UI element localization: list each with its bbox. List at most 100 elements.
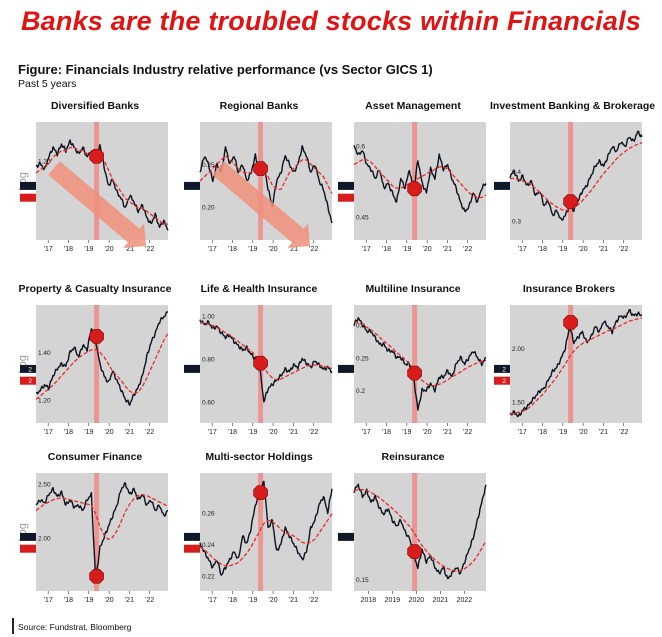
x-tick-label: '20 xyxy=(105,597,114,604)
highlight-band xyxy=(94,122,100,240)
highlight-band xyxy=(412,305,418,423)
chart-panel-diversified-banks: Diversified Banks 1.20 Log '17'18'19'20'21… xyxy=(16,100,174,280)
y-tick-label: 2.00 xyxy=(512,346,525,353)
value-tag xyxy=(20,544,36,553)
x-tick-label: '19 xyxy=(248,246,257,253)
x-tick-label: '18 xyxy=(64,246,73,253)
figure-title: Figure: Financials Industry relative per… xyxy=(18,62,433,77)
value-tag-text: 2 xyxy=(502,378,506,385)
x-tick-label: '17 xyxy=(362,429,371,436)
y-tick-label: 0.45 xyxy=(356,214,369,221)
x-tick-label: '20 xyxy=(269,429,278,436)
x-tick-label: '21 xyxy=(125,246,134,253)
y-tick-label: 0.3 xyxy=(512,218,521,225)
x-tick-label: '18 xyxy=(538,429,547,436)
panel-title: Asset Management xyxy=(365,100,461,112)
series-line xyxy=(509,309,643,418)
chart-panel-insurance-brokers: Insurance Brokers 2.00 1.50 2 2 '17 '18 '19 '20… xyxy=(490,283,648,463)
x-tick-label: '17 xyxy=(208,246,217,253)
highlight-band xyxy=(568,122,574,240)
moving-average-line xyxy=(199,513,333,567)
x-tick-label: '19 xyxy=(402,246,411,253)
value-tag xyxy=(20,193,36,202)
event-marker xyxy=(563,194,578,209)
y-tick-label: 1.00 xyxy=(202,314,215,321)
x-tick-label: '19 xyxy=(248,429,257,436)
x-tick-label: '20 xyxy=(579,246,588,253)
chart-panel-reinsurance: Reinsurance 0.15 2018 2019 2020 2021 2022 xyxy=(334,451,492,631)
x-tick-label: '21 xyxy=(289,597,298,604)
downtrend-arrow xyxy=(212,161,310,248)
x-tick-label: '21 xyxy=(443,429,452,436)
highlight-band xyxy=(258,122,264,240)
panel-chart: 0.3 0.25 0.2 '17 '18 '19 '20 '21 '22 xyxy=(338,305,487,436)
event-marker xyxy=(253,161,268,176)
value-tag-text: 2 xyxy=(502,366,506,373)
x-tick-label: '22 xyxy=(145,429,154,436)
value-tag xyxy=(338,364,354,373)
x-tick-label: '22 xyxy=(145,597,154,604)
x-tick-label: '22 xyxy=(309,246,318,253)
value-tag xyxy=(338,532,354,541)
x-tick-label: '19 xyxy=(558,246,567,253)
event-marker xyxy=(89,329,104,344)
x-tick-label: 2019 xyxy=(385,597,401,604)
x-tick-label: '18 xyxy=(228,429,237,436)
y-tick-label: 2.00 xyxy=(38,535,51,542)
value-tag xyxy=(184,364,200,373)
y-tick-label: 0.3 xyxy=(356,323,365,330)
highlight-band xyxy=(258,473,264,591)
x-tick-label: '20 xyxy=(423,246,432,253)
y-tick-label: 0.25 xyxy=(202,162,215,169)
event-marker xyxy=(253,485,268,500)
x-tick-label: '18 xyxy=(382,429,391,436)
x-tick-label: '20 xyxy=(269,246,278,253)
source-marker xyxy=(12,618,14,634)
x-tick-label: '22 xyxy=(619,246,628,253)
panel-title: Investment Banking & Brokerage xyxy=(490,100,656,112)
panel-chart: 0.26 0.24 0.22 '17 '18 '19 '20 '21 '22 xyxy=(184,473,333,604)
moving-average-line xyxy=(353,159,487,199)
event-marker xyxy=(407,365,422,381)
chart-panel-multiline-insurance: Multiline Insurance 0.3 0.25 0.2 '17 '18 '19 '… xyxy=(334,283,492,463)
value-tag xyxy=(184,544,200,553)
event-marker xyxy=(89,568,104,584)
x-tick-label: 2020 xyxy=(409,597,425,604)
moving-average-line xyxy=(353,320,487,387)
x-tick-label: '18 xyxy=(228,597,237,604)
series-line xyxy=(35,311,169,406)
panel-title: Life & Health Insurance xyxy=(200,283,318,295)
y-tick-label: 0.4 xyxy=(512,169,521,176)
value-tag xyxy=(20,181,36,190)
panel-chart: 0.4 0.3 '17 '18 '19 '20 '21 '22 xyxy=(494,122,643,253)
x-tick-label: '21 xyxy=(599,429,608,436)
x-tick-label: '22 xyxy=(619,429,628,436)
chart-panel-property-casualty: Property & Casualty Insurance 1.40 1.20 Lo… xyxy=(16,283,174,463)
x-tick-label: '19 xyxy=(84,246,93,253)
x-tick-label: '18 xyxy=(538,246,547,253)
chart-panel-asset-management: Asset Management 0.6 0.45 '17 '18 '19 '20 '21 '… xyxy=(334,100,492,280)
panel-chart: 0.6 0.45 '17 '18 '19 '20 '21 '22 xyxy=(338,122,487,253)
x-tick-label: '18 xyxy=(228,246,237,253)
x-tick-label: 2021 xyxy=(433,597,449,604)
x-tick-label: '20 xyxy=(423,429,432,436)
x-tick-label: '20 xyxy=(579,429,588,436)
value-tag xyxy=(494,376,510,385)
y-tick-label: 0.22 xyxy=(202,573,215,580)
value-tag xyxy=(184,532,200,541)
moving-average-line xyxy=(509,317,643,416)
chart-panel-regional-banks: Regional Banks 0.25 0.20 '17 '18 '19 '20 '21 '2… xyxy=(180,100,338,280)
x-tick-label: '19 xyxy=(558,429,567,436)
y-tick-label: 0.26 xyxy=(202,510,215,517)
moving-average-line xyxy=(35,332,169,400)
event-marker xyxy=(563,315,578,330)
y-tick-label: 1.40 xyxy=(38,350,51,357)
plot-area xyxy=(36,305,168,423)
y-tick-label: 0.24 xyxy=(202,542,215,549)
highlight-band xyxy=(568,305,574,423)
panel-chart: 0.15 2018 2019 2020 2021 2022 xyxy=(338,473,487,604)
downtrend-arrow xyxy=(48,161,147,248)
